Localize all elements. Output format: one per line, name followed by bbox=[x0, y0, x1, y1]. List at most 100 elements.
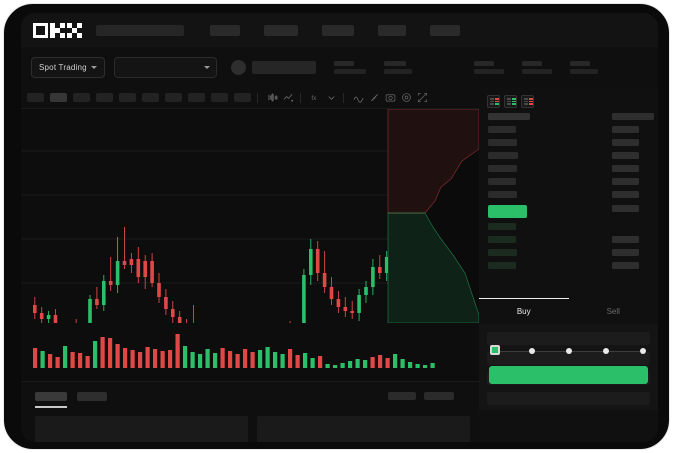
search-input[interactable] bbox=[96, 24, 184, 36]
timeframe-selector bbox=[21, 93, 251, 102]
trade-tab-sell[interactable]: Sell bbox=[606, 307, 620, 316]
header-nav bbox=[82, 24, 460, 36]
header-nav-item[interactable] bbox=[430, 24, 460, 36]
coin-avatar bbox=[230, 59, 246, 75]
orderbook-size-cell[interactable] bbox=[612, 139, 639, 146]
chevron-down-icon[interactable] bbox=[325, 91, 338, 104]
ticker-stats bbox=[316, 60, 598, 74]
stepper-dot[interactable] bbox=[640, 348, 646, 354]
okx-logo-o-icon bbox=[33, 22, 48, 38]
stepper-dot-active[interactable] bbox=[490, 345, 500, 355]
timeframe-chip[interactable] bbox=[211, 93, 228, 102]
timeframe-chip[interactable] bbox=[188, 93, 205, 102]
camera-icon[interactable] bbox=[384, 91, 397, 104]
svg-text:fx: fx bbox=[311, 95, 317, 102]
orderbook-ask-row[interactable] bbox=[488, 249, 517, 256]
chart-toolbar: fx bbox=[21, 87, 479, 109]
orderbook-size-cell[interactable] bbox=[612, 249, 639, 256]
trend-line-icon[interactable] bbox=[352, 91, 365, 104]
ticker-stat-label bbox=[333, 60, 354, 66]
timeframe-chip[interactable] bbox=[165, 93, 182, 102]
order-form-field[interactable] bbox=[487, 392, 650, 405]
orderbook-bids-view-toggle[interactable] bbox=[504, 95, 517, 108]
ticker-stat-label bbox=[383, 60, 406, 66]
price-chart-panel[interactable] bbox=[21, 109, 479, 323]
bottom-action-chip[interactable] bbox=[424, 392, 454, 400]
header-nav-item[interactable] bbox=[378, 24, 406, 36]
stepper-dot[interactable] bbox=[529, 348, 535, 354]
pair-name bbox=[251, 60, 316, 74]
ticker-stat-value bbox=[569, 68, 598, 74]
orderbook-size-cell[interactable] bbox=[612, 236, 639, 243]
timeframe-chip[interactable] bbox=[142, 93, 159, 102]
tablet-device-frame: OKX Spot Trading bbox=[3, 3, 670, 450]
timeframe-chip[interactable] bbox=[73, 93, 90, 102]
ruler-icon[interactable] bbox=[368, 91, 381, 104]
stepper-dot[interactable] bbox=[603, 348, 609, 354]
orderbook-bid-row[interactable] bbox=[488, 126, 516, 133]
stepper-dot[interactable] bbox=[566, 348, 572, 354]
bottom-tab-active-indicator bbox=[35, 406, 67, 408]
orderbook-bid-row[interactable] bbox=[488, 152, 518, 159]
toolbar-divider bbox=[300, 92, 301, 103]
orderbook-size-cell[interactable] bbox=[612, 165, 639, 172]
bottom-card bbox=[257, 416, 470, 442]
header-nav-item[interactable] bbox=[264, 24, 298, 36]
orderbook-ask-row[interactable] bbox=[488, 262, 516, 269]
timeframe-chip[interactable] bbox=[96, 93, 113, 102]
orderbook-size-cell[interactable] bbox=[612, 205, 639, 212]
toolbar-divider bbox=[257, 92, 258, 103]
orderbook-ask-row[interactable] bbox=[488, 223, 516, 230]
settings-gear-icon[interactable] bbox=[400, 91, 413, 104]
header-nav-item[interactable] bbox=[322, 24, 354, 36]
bottom-orders-panel bbox=[21, 381, 479, 442]
orderbook-bid-row[interactable] bbox=[488, 113, 530, 120]
chevron-down-icon bbox=[203, 65, 210, 69]
ticker-bar: Spot Trading bbox=[21, 47, 658, 87]
ticker-stat-label bbox=[473, 60, 494, 66]
ticker-stat bbox=[473, 60, 504, 74]
orderbook-asks-view-toggle[interactable] bbox=[521, 95, 534, 108]
bottom-tab[interactable] bbox=[35, 392, 67, 401]
market-type-label: Spot Trading bbox=[39, 62, 87, 72]
indicators-icon[interactable]: fx bbox=[309, 91, 322, 104]
orderbook-size-cell[interactable] bbox=[612, 126, 639, 133]
orderbook-view-toggles bbox=[487, 95, 534, 108]
orderbook-size-cell[interactable] bbox=[612, 152, 639, 159]
bottom-card bbox=[35, 416, 248, 442]
bottom-tab[interactable] bbox=[77, 392, 107, 401]
orderbook-rows[interactable] bbox=[479, 113, 658, 298]
order-form-field[interactable] bbox=[487, 352, 650, 365]
orderbook-bid-row[interactable] bbox=[488, 191, 517, 198]
timeframe-chip[interactable] bbox=[234, 93, 251, 102]
timeframe-chip[interactable] bbox=[27, 93, 44, 102]
fullscreen-icon[interactable] bbox=[416, 91, 429, 104]
trade-tab-buy[interactable]: Buy bbox=[479, 298, 569, 324]
okx-logo[interactable]: OKX bbox=[33, 22, 82, 38]
orderbook-ask-row[interactable] bbox=[488, 236, 516, 243]
pair-search-dropdown[interactable] bbox=[113, 56, 217, 78]
ticker-stat-value bbox=[521, 68, 552, 74]
market-type-dropdown[interactable]: Spot Trading bbox=[31, 56, 105, 78]
orderbook-size-cell[interactable] bbox=[612, 178, 639, 185]
timeframe-chip[interactable] bbox=[119, 93, 136, 102]
orderbook-size-cell[interactable] bbox=[612, 262, 639, 269]
orderbook-current-price-row[interactable] bbox=[488, 205, 527, 218]
okx-logo-k-icon bbox=[50, 22, 65, 38]
candlestick-chart-icon[interactable] bbox=[266, 91, 279, 104]
orderbook-size-cell[interactable] bbox=[612, 191, 639, 198]
bottom-action-chip[interactable] bbox=[388, 392, 416, 400]
orderbook-bid-row[interactable] bbox=[488, 139, 517, 146]
ticker-stat-label bbox=[569, 60, 590, 66]
orderbook-both-view-toggle[interactable] bbox=[487, 95, 500, 108]
line-chart-icon[interactable] bbox=[282, 91, 295, 104]
orderbook-bid-row[interactable] bbox=[488, 165, 517, 172]
header-nav-item[interactable] bbox=[210, 24, 240, 36]
volume-chart-panel[interactable] bbox=[21, 323, 479, 381]
primary-cta-button[interactable] bbox=[489, 366, 648, 384]
timeframe-chip[interactable] bbox=[50, 93, 67, 102]
order-form-field[interactable] bbox=[487, 332, 650, 345]
ticker-stat bbox=[569, 60, 598, 74]
orderbook-bid-row[interactable] bbox=[488, 178, 516, 185]
orderbook-size-cell[interactable] bbox=[612, 113, 654, 120]
